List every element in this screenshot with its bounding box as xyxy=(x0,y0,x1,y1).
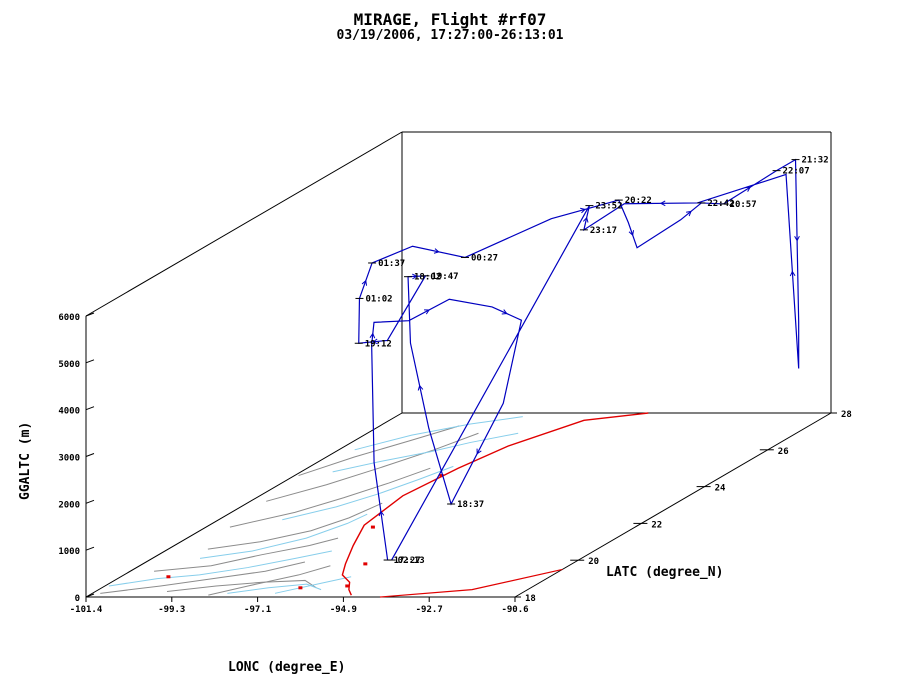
y-tick-label: 20 xyxy=(588,557,599,567)
track-direction-arrow xyxy=(372,338,378,345)
y-tick-label: 26 xyxy=(778,447,789,457)
x-tick-label: -94.9 xyxy=(330,605,357,615)
time-label: 20:22 xyxy=(625,196,652,206)
time-label: 01:37 xyxy=(378,259,405,269)
y-tick-label: 18 xyxy=(525,594,536,604)
map-border-line xyxy=(266,432,479,502)
time-label: 20:57 xyxy=(730,200,757,210)
map-river-line xyxy=(282,465,454,521)
map-border-line xyxy=(208,565,331,596)
z-axis-label: GGALTC (m) xyxy=(18,421,33,500)
coastline xyxy=(379,568,563,598)
chart-title: MIRAGE, Flight #rf07 xyxy=(353,10,547,29)
x-axis-label: LONC (degree_E) xyxy=(228,660,346,675)
track-direction-arrow xyxy=(582,216,589,223)
map-river-line xyxy=(199,513,368,559)
time-label: 00:27 xyxy=(471,253,498,263)
map-island xyxy=(370,525,375,529)
map-river-line xyxy=(274,576,352,594)
time-label: 18:37 xyxy=(457,500,484,510)
track-direction-arrow xyxy=(433,248,440,254)
track-direction-arrow xyxy=(476,448,482,455)
map-island xyxy=(345,584,350,588)
z-tick xyxy=(85,453,95,457)
track-direction-arrow xyxy=(745,186,751,192)
track-direction-arrow xyxy=(361,279,368,286)
track-direction-arrow xyxy=(628,230,635,237)
time-label: 23:52 xyxy=(595,202,622,212)
flight-track xyxy=(358,158,800,561)
z-tick xyxy=(85,406,95,411)
frame-edge xyxy=(85,412,403,598)
z-tick xyxy=(85,546,95,551)
track-direction-arrow xyxy=(369,332,376,339)
track-direction-arrow xyxy=(378,510,385,517)
time-label: 22:07 xyxy=(783,167,810,177)
x-tick-label: -92.7 xyxy=(416,605,443,615)
z-tick-label: 6000 xyxy=(58,313,80,323)
time-label: 19:12 xyxy=(365,339,392,349)
y-axis-label: LATC (degree_N) xyxy=(606,565,724,580)
track-direction-arrow xyxy=(501,309,508,315)
time-label: 21:32 xyxy=(802,156,829,166)
track-direction-arrow xyxy=(659,200,666,207)
track-direction-arrow xyxy=(424,309,430,315)
track-direction-arrow xyxy=(686,210,692,217)
z-tick-label: 3000 xyxy=(58,454,80,464)
x-tick-label: -101.4 xyxy=(70,605,103,615)
y-tick-label: 22 xyxy=(651,520,662,530)
y-tick-label: 24 xyxy=(715,484,726,494)
x-tick-label: -97.1 xyxy=(244,605,271,615)
map-border-line xyxy=(166,579,317,592)
map-border-line xyxy=(298,425,460,477)
z-tick xyxy=(85,499,95,504)
map-island xyxy=(298,586,303,590)
time-label: 01:02 xyxy=(365,294,392,304)
z-tick-label: 4000 xyxy=(58,407,80,417)
y-tick-label: 28 xyxy=(841,410,852,420)
z-tick xyxy=(85,359,95,364)
map-river-line xyxy=(108,550,332,587)
coastline xyxy=(341,412,649,596)
z-tick xyxy=(85,312,95,317)
time-label: 19:47 xyxy=(431,272,458,282)
time-label: 17:27 xyxy=(394,556,421,566)
map-island xyxy=(439,474,444,478)
map-border-line xyxy=(100,561,306,594)
time-label: 23:17 xyxy=(590,226,617,236)
track-direction-arrow xyxy=(412,273,418,280)
z-tick-label: 1000 xyxy=(58,547,80,557)
track-direction-arrow xyxy=(580,207,587,214)
time-label: 22:42 xyxy=(707,199,734,209)
time-label: 18:02 xyxy=(414,273,441,283)
frame-edge xyxy=(85,131,403,317)
track-direction-arrow xyxy=(789,270,796,277)
track-direction-arrow xyxy=(794,235,800,242)
track-direction-arrow xyxy=(417,384,424,391)
map-river-line xyxy=(332,432,519,473)
x-tick-label: -99.3 xyxy=(158,605,185,615)
map-river-line xyxy=(227,583,322,594)
z-tick-label: 5000 xyxy=(58,360,80,370)
map-border-line xyxy=(154,537,339,572)
z-tick-label: 0 xyxy=(75,594,80,604)
time-label: 02:13 xyxy=(398,556,425,566)
z-tick xyxy=(85,593,95,598)
map-island xyxy=(166,575,171,579)
frame-edge xyxy=(514,412,832,598)
x-tick-label: -90.6 xyxy=(501,605,528,615)
map-island xyxy=(363,562,368,566)
map-border-line xyxy=(207,502,383,550)
z-tick-label: 2000 xyxy=(58,500,80,510)
map-river-line xyxy=(354,416,523,451)
map-border-line xyxy=(229,467,431,528)
chart-subtitle: 03/19/2006, 17:27:00-26:13:01 xyxy=(336,28,564,43)
